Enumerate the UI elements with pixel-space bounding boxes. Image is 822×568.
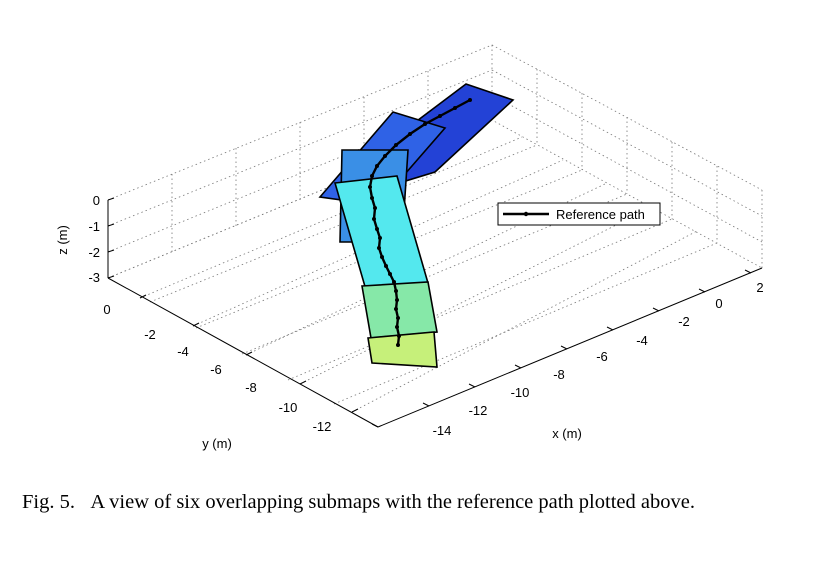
figure-caption: Fig. 5. A view of six overlapping submap…	[22, 488, 804, 516]
chart: 0 -1 -2 -3 0 -2 -4 -6 -8 -10 -12 -14 -12…	[55, 44, 764, 451]
path-point	[396, 343, 400, 347]
x-tick-label: -12	[469, 403, 488, 418]
x-tick-label: -14	[433, 423, 452, 438]
y-tick-label: -2	[144, 327, 156, 342]
z-tick-label: -1	[88, 219, 100, 234]
path-point	[378, 236, 382, 240]
path-point	[394, 143, 398, 147]
path-point	[388, 272, 392, 276]
path-point	[397, 334, 401, 338]
path-point	[395, 325, 399, 329]
submap-5	[361, 281, 438, 339]
x-tick-label: -4	[636, 333, 648, 348]
z-tick-labels: 0 -1 -2 -3	[88, 193, 100, 285]
path-point	[394, 289, 398, 293]
caption-text: A view of six overlapping submaps with t…	[90, 491, 695, 513]
path-point	[408, 132, 412, 136]
x-tick-label: -2	[678, 314, 690, 329]
y-tick-label: -8	[245, 380, 257, 395]
submap-6	[367, 331, 438, 368]
x-axis-label: x (m)	[552, 426, 582, 441]
z-tick-label: -3	[88, 270, 100, 285]
x-tick-label: -10	[511, 385, 530, 400]
x-tick-label: -8	[553, 367, 565, 382]
path-point	[377, 246, 381, 250]
z-axis-label: z (m)	[55, 225, 70, 255]
y-axis-line	[107, 277, 379, 428]
x-tick-label: 2	[756, 280, 763, 295]
x-tick-label: 0	[715, 296, 722, 311]
z-tick-label: -2	[88, 245, 100, 260]
reference-path	[368, 98, 472, 347]
axes	[107, 197, 763, 428]
path-point	[453, 106, 457, 110]
y-tick-label: -4	[177, 344, 189, 359]
path-point	[383, 154, 387, 158]
path-point	[370, 174, 374, 178]
path-point	[438, 114, 442, 118]
legend-label: Reference path	[556, 207, 645, 222]
y-tick-label: -12	[313, 419, 332, 434]
x-tick-label: -6	[596, 349, 608, 364]
path-point	[380, 255, 384, 259]
y-tick-label: -6	[210, 362, 222, 377]
path-point	[372, 217, 376, 221]
y-tick-label: -10	[279, 400, 298, 415]
y-axis-label: y (m)	[202, 436, 232, 451]
path-point	[423, 122, 427, 126]
y-tick-labels: 0 -2 -4 -6 -8 -10 -12	[103, 302, 331, 434]
path-point	[468, 98, 472, 102]
path-point	[370, 196, 374, 200]
path-point	[373, 206, 377, 210]
legend: Reference path	[497, 202, 661, 226]
path-point	[368, 185, 372, 189]
legend-marker	[523, 211, 529, 217]
path-point	[395, 298, 399, 302]
submap-4	[333, 175, 430, 291]
caption-label: Fig. 5.	[22, 491, 75, 513]
path-point	[375, 227, 379, 231]
x-axis-line	[377, 267, 763, 428]
x-tick-labels: -14 -12 -10 -8 -6 -4 -2 0 2	[433, 280, 764, 438]
path-point	[392, 280, 396, 284]
path-point	[394, 307, 398, 311]
y-tick-label: 0	[103, 302, 110, 317]
path-point	[375, 164, 379, 168]
path-point	[396, 316, 400, 320]
submaps	[318, 83, 515, 368]
path-point	[384, 264, 388, 268]
legend-box	[497, 202, 661, 226]
z-tick-label: 0	[93, 193, 100, 208]
